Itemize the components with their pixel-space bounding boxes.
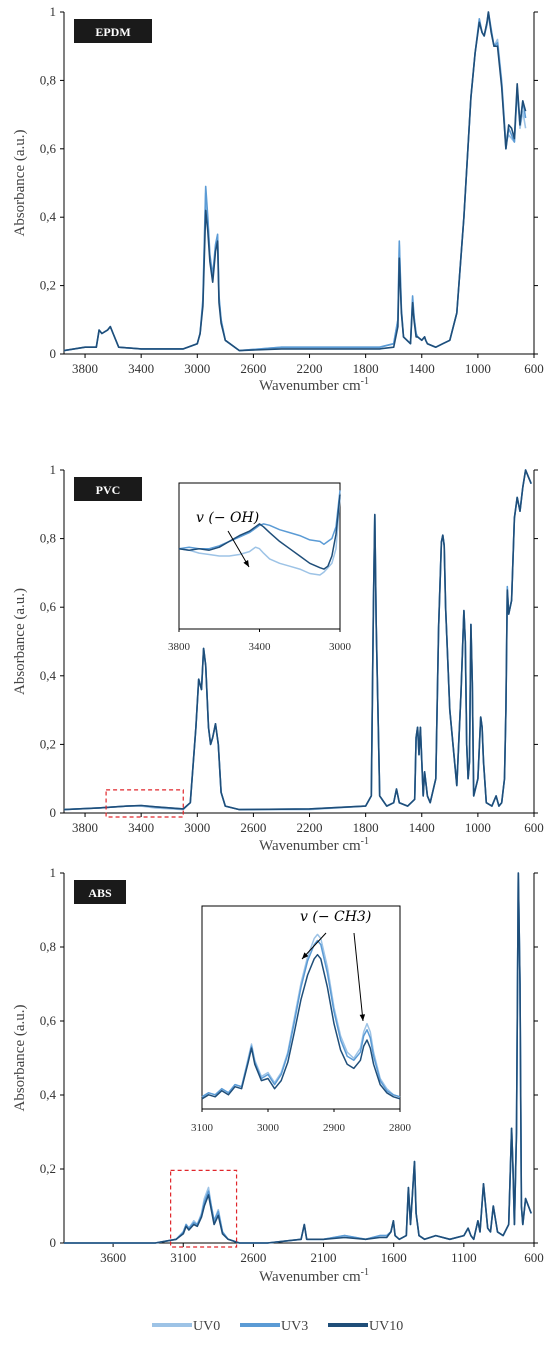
x-tick-label: 3000 (184, 820, 210, 835)
inset-series-line-uv0 (178, 497, 341, 576)
x-tick-label: 3100 (170, 1250, 196, 1265)
x-tick-label: 600 (524, 820, 544, 835)
inset-series-line-uv3 (201, 939, 401, 1098)
x-tick-label: 3800 (72, 820, 98, 835)
chart-panel-abs: 0 0,2 0,4 0,6 0,8 1 3600 3100 2600 2100 1600 1100 60… (12, 865, 544, 1285)
panel-tag-box (74, 880, 126, 904)
inset-x-tick-label: 2800 (389, 1122, 412, 1134)
panel-tag-label: ABS (88, 886, 112, 900)
y-tick-label: 1 (50, 462, 57, 477)
x-tick-label: 1100 (451, 1250, 477, 1265)
x-tick-label: 2100 (311, 1250, 337, 1265)
annotation-arrow-head (302, 952, 309, 959)
chart-panel-pvc: 0 0,2 0,4 0,6 0,8 1 3800 3400 3000 2600 2200 1800 14… (12, 462, 544, 854)
x-axis-label: Wavenumber cm-1 (259, 1267, 369, 1285)
y-tick-label: 0,2 (40, 278, 56, 293)
inset-x-tick-label: 3100 (191, 1122, 214, 1134)
panel-tag-label: PVC (96, 483, 121, 497)
x-axis-label-text: Wavenumber cm (259, 1269, 361, 1285)
y-tick-label: 1 (50, 865, 57, 880)
inset-annotation: v (− CH3) (300, 909, 371, 925)
panel-tag-label: EPDM (95, 25, 130, 39)
x-tick-label: 1600 (381, 1250, 407, 1265)
series-line-uv10 (63, 469, 532, 811)
legend: UV0 UV3 UV10 (152, 1319, 403, 1334)
y-tick-label: 0,4 (40, 209, 57, 224)
y-tick-label: 0 (50, 805, 57, 820)
x-tick-label: 600 (524, 1250, 544, 1265)
legend-label-uv3: UV3 (281, 1319, 308, 1334)
inset-frame (201, 905, 401, 1110)
y-tick-label: 1 (50, 4, 57, 19)
series-line-uv10 (64, 872, 532, 1244)
inset-chart: 3800 3400 3000 v (− OH) (168, 482, 352, 653)
inset-chart: 3100 3000 2900 2800 v (− CH3) (191, 905, 412, 1134)
x-tick-label: 3000 (184, 361, 210, 376)
x-tick-label: 2200 (297, 820, 323, 835)
y-tick-label: 0 (50, 1235, 57, 1250)
x-axis-label-superscript: -1 (361, 1267, 369, 1278)
panel-tag-box (74, 19, 152, 43)
y-tick-label: 0,8 (40, 531, 56, 546)
inset-x-tick-label: 3000 (257, 1122, 280, 1134)
y-tick-label: 0,2 (40, 736, 56, 751)
x-axis-label-superscript: -1 (361, 836, 369, 847)
x-tick-label: 3400 (128, 361, 154, 376)
series-line-uv10 (63, 11, 527, 352)
x-axis-label: Wavenumber cm-1 (259, 836, 369, 854)
x-tick-label: 3400 (128, 820, 154, 835)
legend-label-uv10: UV10 (369, 1319, 403, 1334)
x-tick-label: 1000 (465, 820, 491, 835)
inset-series-line-uv10 (178, 494, 341, 570)
x-tick-label: 1400 (409, 361, 435, 376)
x-tick-label: 600 (524, 361, 544, 376)
y-tick-label: 0,4 (40, 1087, 57, 1102)
x-tick-label: 2600 (240, 1250, 266, 1265)
x-axis-label-text: Wavenumber cm (259, 378, 361, 394)
inset-series-line-uv10 (201, 953, 401, 1100)
y-axis-label: Absorbance (a.u.) (12, 1004, 28, 1111)
x-tick-label: 1000 (465, 361, 491, 376)
x-tick-label: 3600 (100, 1250, 126, 1265)
x-tick-label: 1400 (409, 820, 435, 835)
x-tick-label: 2600 (240, 820, 266, 835)
y-tick-label: 0,8 (40, 72, 56, 87)
inset-frame (178, 482, 341, 630)
y-tick-label: 0,2 (40, 1161, 56, 1176)
x-tick-label: 3800 (72, 361, 98, 376)
inset-x-tick-label: 3000 (329, 641, 352, 653)
annotation-arrow-head (359, 1014, 366, 1021)
series-line-uv3 (63, 11, 527, 352)
highlight-region-box (170, 1169, 238, 1248)
inset-x-tick-label: 3400 (249, 641, 272, 653)
x-axis-label-text: Wavenumber cm (259, 838, 361, 854)
y-tick-label: 0 (50, 346, 57, 361)
inset-series-line-uv3 (178, 490, 341, 550)
x-tick-label: 1800 (353, 361, 379, 376)
x-axis-label: Wavenumber cm-1 (259, 376, 369, 394)
y-tick-label: 0,4 (40, 668, 57, 683)
annotation-arrow-line (353, 932, 364, 1022)
x-axis-label-superscript: -1 (361, 376, 369, 387)
series-line-uv0 (63, 14, 527, 352)
inset-x-tick-label: 2900 (323, 1122, 346, 1134)
y-tick-label: 0,8 (40, 939, 56, 954)
annotation-arrow-head (243, 560, 249, 567)
x-tick-label: 2600 (240, 361, 266, 376)
legend-label-uv0: UV0 (193, 1319, 220, 1334)
y-tick-label: 0,6 (40, 599, 57, 614)
inset-x-tick-label: 3800 (168, 641, 191, 653)
x-tick-label: 1800 (353, 820, 379, 835)
y-tick-label: 0,6 (40, 141, 57, 156)
inset-annotation: v (− OH) (196, 510, 259, 526)
highlight-region-box (105, 789, 184, 818)
panel-tag-box (74, 477, 142, 501)
y-axis-label: Absorbance (a.u.) (12, 588, 28, 695)
annotation-arrow-line (227, 530, 250, 568)
x-tick-label: 2200 (297, 361, 323, 376)
y-tick-label: 0,6 (40, 1013, 57, 1028)
y-axis-label: Absorbance (a.u.) (12, 129, 28, 236)
chart-panel-epdm: 0 0,2 0,4 0,6 0,8 1 3800 3400 3000 2600 2200 1800 14… (12, 4, 544, 394)
